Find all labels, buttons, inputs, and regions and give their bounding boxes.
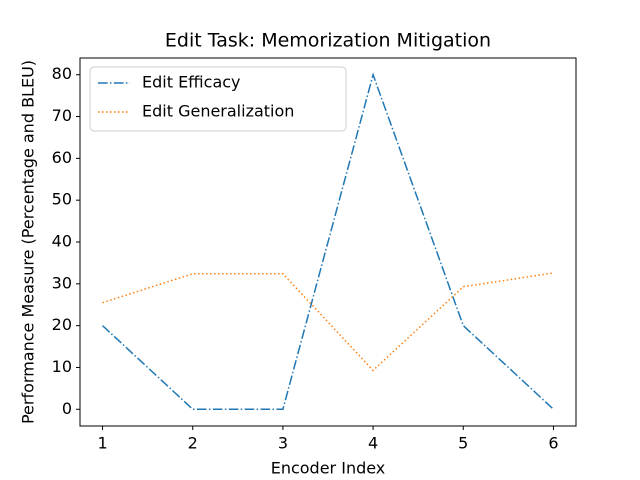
- x-tick-label: 6: [548, 434, 558, 453]
- x-axis-label: Encoder Index: [271, 459, 386, 478]
- chart-title: Edit Task: Memorization Mitigation: [165, 30, 491, 52]
- x-tick-label: 2: [188, 434, 198, 453]
- legend-box: [89, 66, 347, 132]
- legend-label: Edit Generalization: [142, 102, 294, 121]
- y-tick-label: 60: [52, 148, 72, 167]
- y-tick-label: 20: [52, 315, 72, 334]
- y-axis-label: Performance Measure (Percentage and BLEU…: [19, 60, 38, 424]
- legend-label: Edit Efficacy: [142, 73, 241, 92]
- y-tick-label: 0: [62, 399, 72, 418]
- x-tick-label: 4: [368, 434, 378, 453]
- x-tick-label: 5: [458, 434, 468, 453]
- series-line: [102, 72, 554, 411]
- x-tick-label: 3: [278, 434, 288, 453]
- y-tick-label: 10: [52, 357, 72, 376]
- y-tick-label: 40: [52, 232, 72, 251]
- series-line: [102, 272, 554, 372]
- y-tick-label: 70: [52, 106, 72, 125]
- y-tick-label: 30: [52, 273, 72, 292]
- y-tick-label: 80: [52, 64, 72, 83]
- y-tick-label: 50: [52, 190, 72, 209]
- x-tick-label: 1: [97, 434, 107, 453]
